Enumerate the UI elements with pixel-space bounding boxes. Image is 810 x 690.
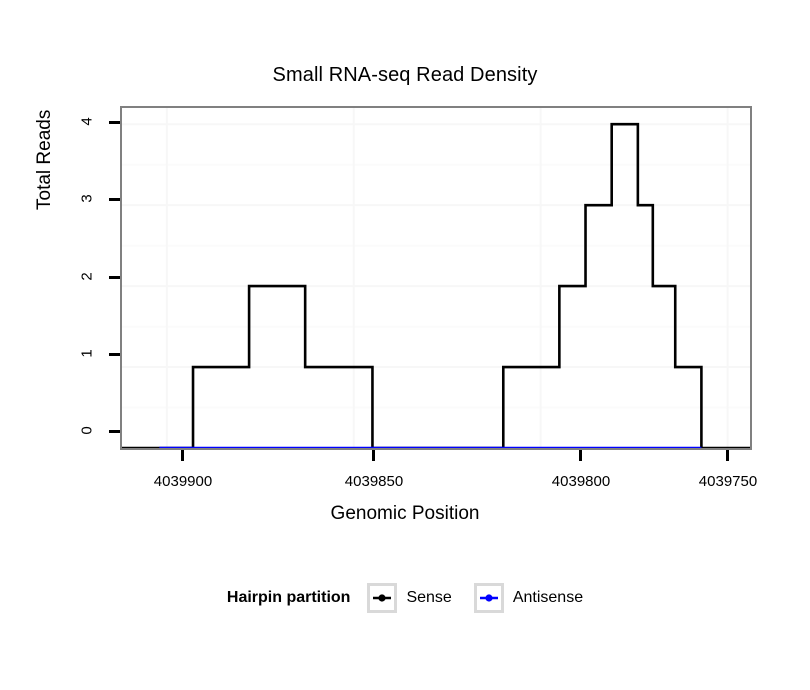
data-series-layer <box>122 122 750 448</box>
y-tick-mark-2 <box>109 276 120 279</box>
x-tick-label-4039750: 4039750 <box>698 473 758 490</box>
y-tick-mark-3 <box>109 198 120 201</box>
y-axis-label: Total Reads <box>34 109 55 210</box>
legend-item-antisense[interactable]: Antisense <box>473 583 584 613</box>
y-tick-label-2: 2 <box>78 272 96 281</box>
x-tick-mark-4039750 <box>726 450 729 461</box>
y-tick-mark-0 <box>109 430 120 433</box>
chart-title: Small RNA-seq Read Density <box>272 64 538 86</box>
line-point-key-icon <box>367 583 398 613</box>
y-tick-mark-1 <box>109 353 120 356</box>
legend-title: Hairpin partition <box>226 589 351 606</box>
legend-label-sense: Sense <box>406 589 452 606</box>
line-point-key-icon <box>473 583 504 613</box>
y-tick-label-3: 3 <box>78 194 96 203</box>
y-tick-label-0: 0 <box>78 426 96 435</box>
y-tick-label-1: 1 <box>78 349 96 358</box>
x-tick-mark-4039850 <box>372 450 375 461</box>
x-axis-label: Genomic Position <box>330 503 480 524</box>
chart-legend: Hairpin partition Sense Antisense <box>0 583 810 613</box>
x-tick-label-4039850: 4039850 <box>344 473 404 490</box>
gridlines <box>122 108 750 448</box>
series-line-sense <box>122 122 750 448</box>
legend-item-sense[interactable]: Sense <box>367 583 473 613</box>
x-tick-mark-4039900 <box>181 450 184 461</box>
legend-label-antisense: Antisense <box>512 589 584 606</box>
y-tick-mark-4 <box>109 121 120 124</box>
y-tick-label-4: 4 <box>78 117 96 126</box>
plot-area <box>122 108 750 448</box>
x-tick-label-4039900: 4039900 <box>153 473 213 490</box>
x-tick-label-4039800: 4039800 <box>551 473 611 490</box>
x-tick-mark-4039800 <box>579 450 582 461</box>
plot-panel <box>120 106 752 450</box>
